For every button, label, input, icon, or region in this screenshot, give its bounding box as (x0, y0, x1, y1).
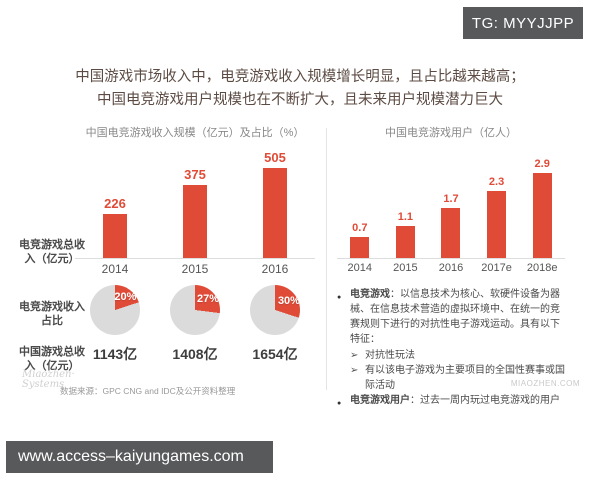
sub-bullet-arrow-icon: ➢ (350, 365, 359, 376)
bullet-item: ● 电竞游戏用户：过去一周内玩过电竞游戏的用户 (337, 393, 569, 411)
right-chart-title: 中国电竞游戏用户（亿人） (385, 127, 517, 139)
bar-value-label: 505 (264, 150, 286, 165)
right-users-bar-chart: 0.7 1.1 1.7 2.3 2.9 (337, 150, 565, 259)
sub-bullet-item: ➢ 有以该电子游戏为主要项目的全国性赛事或国际活动 (337, 363, 569, 393)
bar-value-label: 226 (104, 196, 126, 211)
logo-line: Systems (22, 379, 65, 390)
revenue-share-pie: 27% (170, 285, 220, 335)
bar-value-label: 1.1 (397, 211, 414, 223)
x-axis-tick-label: 2014 (101, 262, 129, 276)
left-revenue-bar-chart: 226 375 505 (75, 150, 315, 259)
right-chart-x-axis: 2014 2015 2016 2017e 2018e (337, 262, 565, 274)
bar (487, 191, 507, 258)
page-title-line-1: 中国游戏市场收入中，电竞游戏收入规模增长明显，且占比越来越高； (75, 69, 525, 85)
pie-percent-label: 30% (277, 294, 300, 307)
bar (395, 226, 415, 258)
website-url-bar: www.access–kaiyungames.com (6, 441, 273, 473)
row-label-total-game-revenue: 中国游戏总收 入（亿元） (12, 345, 92, 373)
row-label-line: 占比 (41, 315, 63, 327)
panel-divider (326, 128, 327, 390)
data-source-note: 数据来源：GPC CNG and IDC及公开资料整理 (60, 386, 236, 396)
x-axis-tick-label: 2016 (261, 262, 289, 276)
page-title: 中国游戏市场收入中，电竞游戏收入规模增长明显，且占比越来越高； 中国电竞游戏用户… (30, 66, 570, 112)
miaozhen-watermark: MIAOZHEN.COM (510, 379, 580, 388)
bar-value-label: 0.7 (352, 222, 368, 234)
bar-column: 1.7 (441, 150, 461, 258)
row-label-revenue-share: 电竞游戏收入 占比 (12, 300, 92, 328)
bullet-term: 电竞游戏 (350, 289, 390, 300)
bar (532, 173, 552, 258)
sub-bullet-arrow-icon: ➢ (350, 350, 359, 361)
revenue-share-pie: 30% (250, 285, 300, 335)
pie-percent-label: 20% (114, 291, 137, 304)
bar-value-label: 1.7 (443, 193, 459, 205)
bar-value-label: 2.9 (534, 158, 550, 170)
badge-label: TG: MYYJJPP (471, 14, 575, 32)
x-axis-tick-label: 2014 (347, 262, 373, 274)
bar (183, 185, 207, 258)
revenue-share-pie-row: 20% 27% 30% (75, 285, 315, 335)
revenue-share-pie: 20% (90, 285, 140, 335)
website-url: www.access–kaiyungames.com (18, 448, 244, 465)
bar (103, 214, 127, 258)
bullet-text: 电竞游戏用户：过去一周内玩过电竞游戏的用户 (350, 393, 569, 411)
sub-bullet-item: ➢ 对抗性玩法 (337, 348, 569, 363)
logo-line: Miaozhen· (22, 369, 75, 380)
bar-value-label: 375 (184, 167, 206, 182)
row-label-line: 电竞游戏总收 (19, 239, 85, 251)
bullet-definition: ：以信息技术为核心、软硬件设备为器械、在信息技术营造的虚拟环境中、在统一的竞赛规… (350, 289, 560, 345)
x-axis-tick-label: 2015 (393, 262, 418, 274)
row-label-line: 入（亿元） (24, 360, 80, 372)
bar (263, 168, 287, 258)
bar-value-label: 2.3 (488, 176, 505, 188)
total-revenue-value: 1654亿 (252, 346, 298, 362)
bullet-marker-icon: ● (337, 400, 342, 407)
bullet-definition: ：过去一周内玩过电竞游戏的用户 (410, 395, 560, 406)
row-label-line: 电竞游戏收入 (19, 301, 85, 313)
total-revenue-value: 1408亿 (172, 346, 218, 362)
x-axis-tick-label: 2015 (181, 262, 209, 276)
page-title-line-2: 中国电竞游戏用户规模也在不断扩大，且未来用户规模潜力巨大 (97, 92, 503, 108)
miaozhen-systems-logo: Miaozhen· Systems (22, 370, 75, 390)
total-revenue-value: 1143亿 (92, 346, 138, 362)
row-label-line: 中国游戏总收 (19, 346, 85, 358)
bar-column: 226 (103, 150, 127, 258)
bar (350, 237, 370, 258)
x-axis-tick-label: 2016 (438, 262, 464, 274)
sub-bullet-text: 有以该电子游戏为主要项目的全国性赛事或国际活动 (365, 365, 565, 391)
x-axis-tick-label: 2017e (481, 262, 512, 274)
bar-column: 1.1 (395, 150, 415, 258)
bar-column: 2.9 (532, 150, 552, 258)
row-label-esports-revenue: 电竞游戏总收 入（亿元） (12, 238, 92, 266)
bullet-term: 电竞游戏用户 (350, 395, 410, 406)
bar-column: 0.7 (350, 150, 370, 258)
bullet-text: 电竞游戏：以信息技术为核心、软硬件设备为器械、在信息技术营造的虚拟环境中、在统一… (350, 287, 569, 347)
bullet-item: ● 电竞游戏：以信息技术为核心、软硬件设备为器械、在信息技术营造的虚拟环境中、在统… (337, 287, 569, 347)
bar-column: 505 (263, 150, 287, 258)
left-chart-title: 中国电竞游戏收入规模（亿元）及占比（%） (85, 127, 305, 139)
bar-column: 375 (183, 150, 207, 258)
pie-percent-label: 27% (197, 293, 220, 306)
sub-bullet-text: 对抗性玩法 (365, 350, 415, 361)
bar (441, 208, 461, 258)
telegram-contact-badge: TG: MYYJJPP (463, 7, 583, 39)
row-label-line: 入（亿元） (24, 253, 80, 265)
x-axis-tick-label: 2018e (526, 262, 558, 274)
bar-column: 2.3 (487, 150, 507, 258)
left-chart-x-axis: 2014 2015 2016 (75, 262, 315, 276)
total-revenue-row: 1143亿 1408亿 1654亿 (75, 344, 315, 364)
bullet-marker-icon: ● (337, 294, 342, 301)
definitions-bullet-list: ● 电竞游戏：以信息技术为核心、软硬件设备为器械、在信息技术营造的虚拟环境中、在统… (337, 287, 569, 412)
